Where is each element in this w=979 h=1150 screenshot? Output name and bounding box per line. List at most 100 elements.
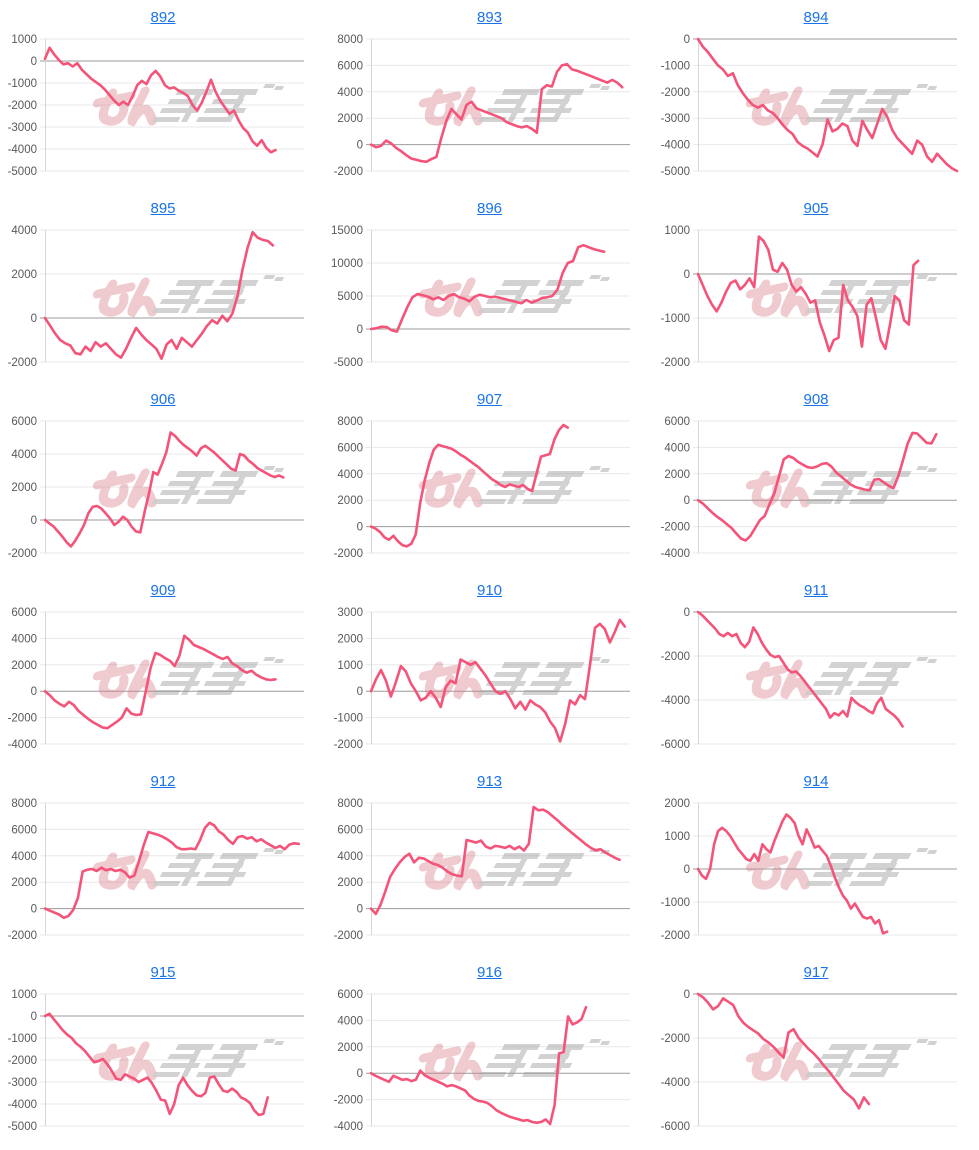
chart-title-link[interactable]: 906 bbox=[150, 391, 176, 408]
chart-title-link[interactable]: 910 bbox=[476, 582, 503, 599]
chart-title-link[interactable]: 908 bbox=[803, 391, 829, 408]
y-tick-label: -2000 bbox=[8, 930, 37, 942]
chart-title-link[interactable]: 907 bbox=[476, 391, 503, 408]
y-tick-label: -2000 bbox=[661, 357, 690, 369]
chart-title-link[interactable]: 896 bbox=[476, 200, 503, 217]
y-tick-label: -1000 bbox=[334, 713, 363, 725]
series-line bbox=[369, 805, 621, 916]
y-tick-label: -6000 bbox=[661, 739, 690, 751]
series-line bbox=[43, 230, 275, 360]
line-chart: 6000 4000 2000 0 -2000 bbox=[8, 416, 304, 560]
line-chart: 8000 6000 4000 2000 0 -2000 bbox=[8, 798, 304, 942]
y-tick-label: 0 bbox=[357, 140, 363, 152]
chart-title-link[interactable]: 913 bbox=[476, 773, 503, 790]
chart-title-link[interactable]: 916 bbox=[476, 964, 503, 981]
chart-cell: 892 1000 0 -1000 -2000 -3000 -4000 -5000 bbox=[0, 4, 326, 195]
y-tick-label: -2000 bbox=[334, 739, 363, 751]
chart-title-row: 907 bbox=[326, 386, 653, 415]
chart-title-row: 896 bbox=[326, 195, 653, 224]
chart-title-link[interactable]: 911 bbox=[804, 582, 828, 599]
chart-title-link[interactable]: 917 bbox=[803, 964, 829, 981]
y-tick-label: -2000 bbox=[334, 548, 363, 560]
y-tick-label: -4000 bbox=[334, 1121, 363, 1133]
chart-title-row: 916 bbox=[326, 959, 653, 988]
y-tick-label: 6000 bbox=[11, 607, 37, 619]
y-tick-label: -4000 bbox=[661, 695, 690, 707]
y-tick-label: 0 bbox=[357, 522, 363, 534]
y-tick-label: 0 bbox=[684, 989, 690, 1001]
y-tick-label: 8000 bbox=[11, 798, 37, 810]
y-tick-label: 0 bbox=[31, 1011, 37, 1023]
y-tick-label: -6000 bbox=[661, 1121, 690, 1133]
minpachi-watermark-logo bbox=[418, 657, 611, 700]
y-tick-label: -1000 bbox=[661, 60, 690, 72]
series-line bbox=[369, 423, 570, 548]
y-tick-label: -3000 bbox=[8, 122, 37, 134]
y-tick-label: -1000 bbox=[8, 1033, 37, 1045]
chart-title-link[interactable]: 895 bbox=[150, 200, 176, 217]
minpachi-watermark-logo bbox=[92, 275, 285, 318]
line-chart: 1000 0 -1000 -2000 bbox=[661, 225, 957, 369]
line-chart: 4000 2000 0 -2000 bbox=[8, 225, 304, 369]
chart-cell: 909 6000 4000 2000 0 -2000 -4000 bbox=[0, 577, 326, 768]
chart-title-row: 909 bbox=[0, 577, 326, 606]
minpachi-watermark-logo bbox=[418, 275, 611, 318]
chart-cell: 910 3000 2000 1000 0 -1000 -2000 bbox=[326, 577, 653, 768]
minpachi-watermark-logo bbox=[745, 848, 938, 891]
chart-title-link[interactable]: 893 bbox=[476, 9, 503, 26]
chart-title-link[interactable]: 892 bbox=[150, 9, 176, 26]
series-line bbox=[43, 46, 277, 154]
y-tick-label: 4000 bbox=[337, 1015, 363, 1027]
line-chart: 8000 6000 4000 2000 0 -2000 bbox=[334, 798, 630, 942]
minpachi-watermark-logo bbox=[418, 848, 611, 891]
y-tick-label: -2000 bbox=[8, 713, 37, 725]
chart-title-row: 912 bbox=[0, 768, 326, 797]
y-tick-label: -5000 bbox=[8, 166, 37, 178]
chart-title-link[interactable]: 905 bbox=[803, 200, 829, 217]
y-tick-label: -2000 bbox=[661, 1033, 690, 1045]
chart-title-row: 905 bbox=[653, 195, 979, 224]
series-line bbox=[369, 62, 624, 164]
y-tick-label: 0 bbox=[357, 686, 363, 698]
y-tick-label: -4000 bbox=[661, 140, 690, 152]
y-tick-label: 1000 bbox=[11, 989, 37, 1001]
y-tick-label: 3000 bbox=[337, 607, 363, 619]
line-chart: 0 -1000 -2000 -3000 -4000 -5000 bbox=[661, 34, 959, 178]
series-line bbox=[369, 618, 627, 743]
line-chart: 3000 2000 1000 0 -1000 -2000 bbox=[334, 607, 630, 751]
line-chart: 0 -2000 -4000 -6000 bbox=[661, 607, 957, 751]
series-line bbox=[696, 37, 959, 173]
line-chart: 1000 0 -1000 -2000 -3000 -4000 -5000 bbox=[8, 34, 304, 178]
y-tick-label: 0 bbox=[684, 607, 690, 619]
series-line bbox=[696, 992, 871, 1110]
y-tick-label: 2000 bbox=[664, 798, 690, 810]
chart-title-link[interactable]: 915 bbox=[150, 964, 176, 981]
y-tick-label: 4000 bbox=[11, 449, 37, 461]
y-tick-label: 6000 bbox=[337, 60, 363, 72]
chart-cell: 896 15000 10000 5000 0 -5000 bbox=[326, 195, 653, 386]
chart-title-link[interactable]: 912 bbox=[150, 773, 176, 790]
chart-title-link[interactable]: 914 bbox=[803, 773, 829, 790]
line-chart: 6000 4000 2000 0 -2000 -4000 bbox=[334, 989, 630, 1133]
chart-title-link[interactable]: 909 bbox=[150, 582, 176, 599]
chart-title-link[interactable]: 894 bbox=[803, 9, 829, 26]
series-line bbox=[696, 610, 904, 728]
y-tick-label: -3000 bbox=[661, 113, 690, 125]
y-tick-label: 4000 bbox=[337, 469, 363, 481]
chart-cell: 907 8000 6000 4000 2000 0 -2000 bbox=[326, 386, 653, 577]
y-tick-label: 4000 bbox=[11, 851, 37, 863]
chart-cell: 905 1000 0 -1000 -2000 bbox=[653, 195, 979, 386]
series-line bbox=[369, 1005, 588, 1126]
y-tick-label: 0 bbox=[684, 269, 690, 281]
chart-cell: 893 8000 6000 4000 2000 0 -2000 bbox=[326, 4, 653, 195]
y-tick-label: 2000 bbox=[11, 877, 37, 889]
chart-cell: 914 2000 1000 0 -1000 -2000 bbox=[653, 768, 979, 959]
y-tick-label: 2000 bbox=[11, 660, 37, 672]
y-tick-label: 4000 bbox=[337, 87, 363, 99]
y-tick-label: -4000 bbox=[661, 1077, 690, 1089]
y-tick-label: 0 bbox=[684, 34, 690, 46]
y-tick-label: 0 bbox=[31, 515, 37, 527]
line-chart: 15000 10000 5000 0 -5000 bbox=[331, 225, 630, 369]
series-line bbox=[369, 243, 606, 333]
chart-cell: 915 1000 0 -1000 -2000 -3000 -4000 -5000 bbox=[0, 959, 326, 1150]
